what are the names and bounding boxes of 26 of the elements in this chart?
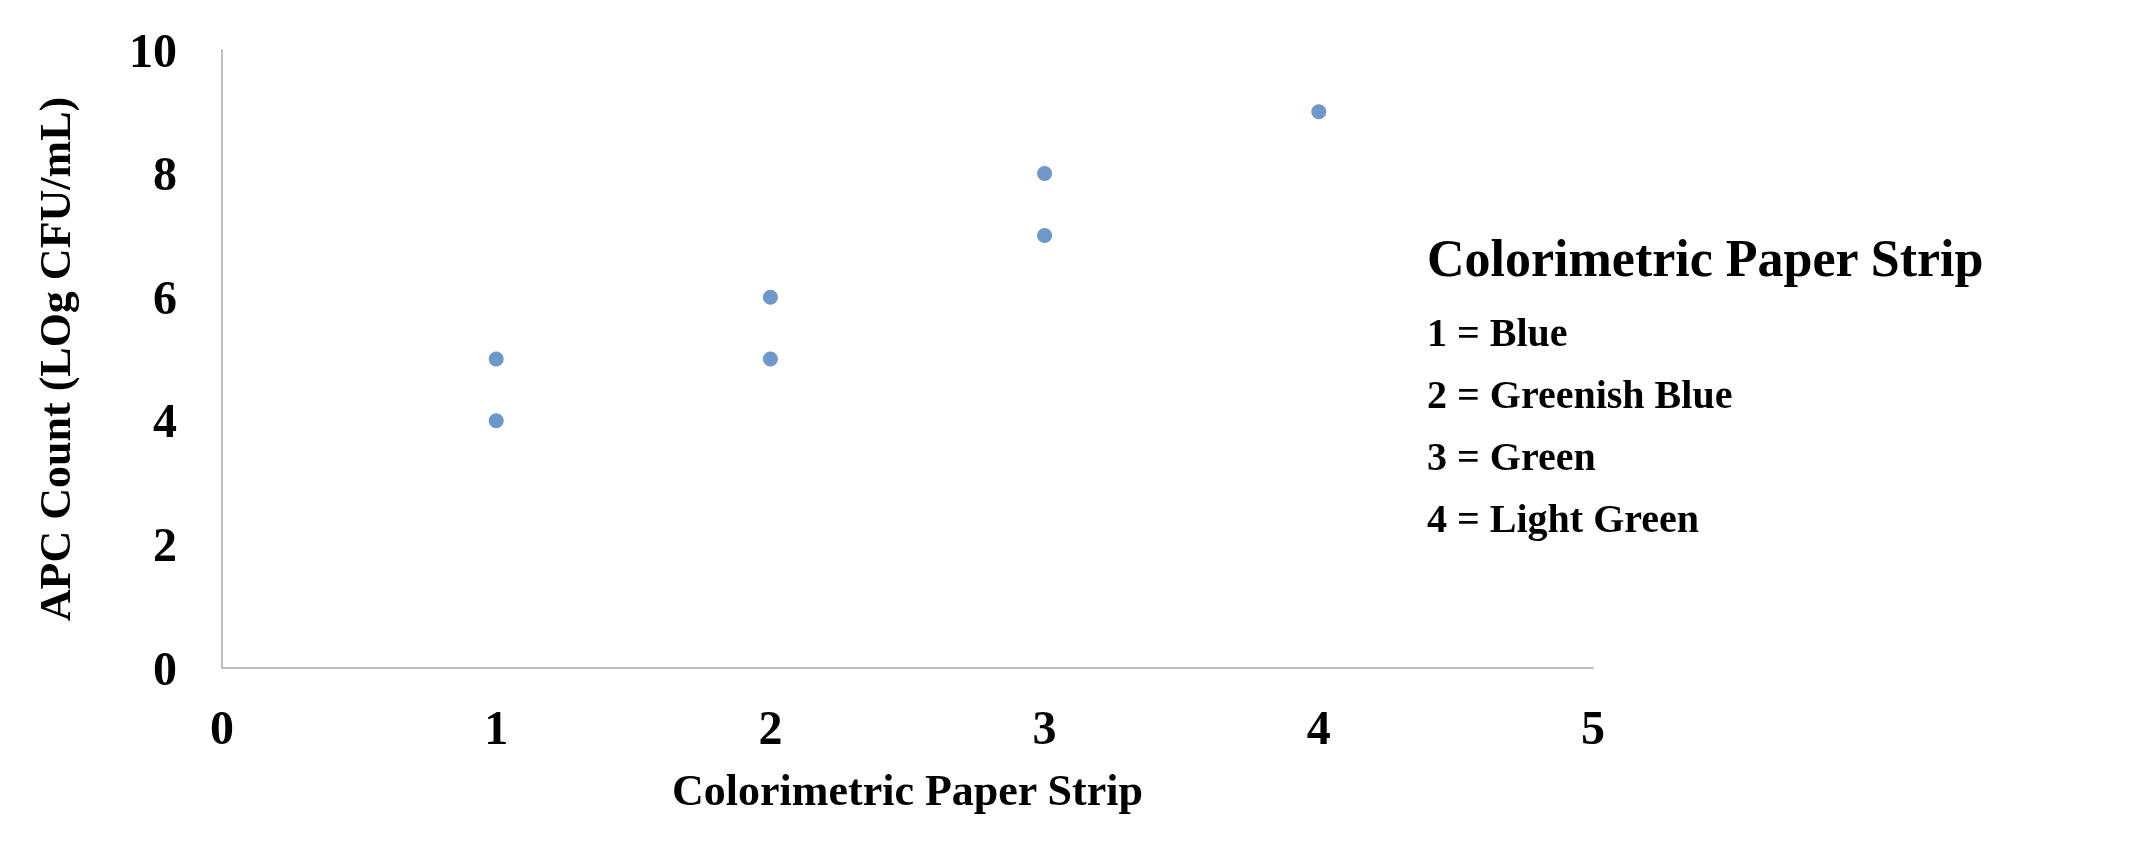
y-tick-label: 10 (129, 23, 177, 77)
x-tick-label: 1 (484, 700, 509, 754)
y-tick-label: 6 (153, 270, 177, 324)
x-tick-label: 4 (1306, 700, 1331, 754)
point (1037, 227, 1053, 243)
y-tick-label: 2 (153, 517, 177, 571)
annotation: 4 = Light Green (1427, 495, 1700, 541)
annotation: 2 = Greenish Blue (1427, 371, 1733, 417)
x-tick-label: 3 (1032, 700, 1057, 754)
point (1311, 104, 1327, 120)
y-tick-label: 4 (153, 394, 177, 448)
x-tick-label: 2 (758, 700, 783, 754)
point (488, 351, 504, 367)
x-tick-label: 5 (1581, 700, 1605, 754)
y-tick-label: 0 (153, 641, 177, 695)
annotation: 1 = Blue (1427, 309, 1568, 355)
point (488, 413, 504, 429)
y-axis-title: APC Count (LOg CFU/mL) (30, 96, 80, 622)
annotation: Colorimetric Paper Strip (1427, 229, 1984, 287)
x-axis-title: Colorimetric Paper Strip (672, 765, 1143, 815)
x-tick-label: 0 (210, 700, 234, 754)
point (762, 289, 778, 305)
y-tick-label: 8 (153, 147, 177, 201)
point (762, 351, 778, 367)
annotation: 3 = Green (1427, 433, 1596, 479)
point (1037, 166, 1053, 182)
